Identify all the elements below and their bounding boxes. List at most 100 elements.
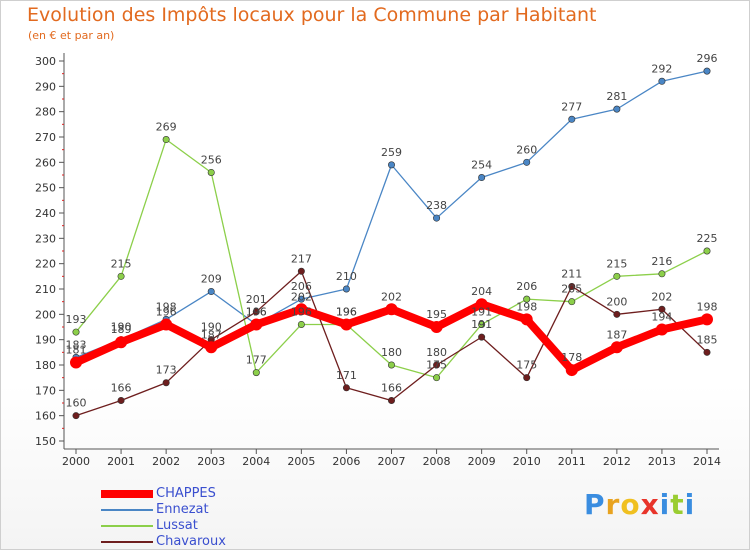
- legend-label: Lussat: [156, 518, 198, 533]
- data-label: 238: [426, 199, 447, 212]
- x-tick-label: 2004: [242, 455, 270, 468]
- legend-swatch: [101, 541, 153, 543]
- data-label: 198: [697, 300, 718, 313]
- data-point: [430, 321, 443, 333]
- logo-letter: o: [620, 488, 641, 521]
- data-point: [658, 305, 666, 313]
- data-label: 217: [291, 252, 312, 265]
- data-label: 193: [66, 313, 87, 326]
- x-tick-label: 2007: [378, 455, 406, 468]
- y-tick-label: 230: [35, 232, 56, 245]
- data-point: [613, 105, 621, 113]
- proxiti-logo: Proxiti: [584, 488, 695, 521]
- data-label: 190: [111, 321, 132, 334]
- data-label: 202: [291, 290, 312, 303]
- data-point: [478, 174, 486, 182]
- data-point: [117, 396, 125, 404]
- data-label: 215: [606, 257, 627, 270]
- data-label: 210: [336, 270, 357, 283]
- y-tick-label: 280: [35, 106, 56, 119]
- data-point: [613, 310, 621, 318]
- data-label: 173: [156, 364, 177, 377]
- x-tick-label: 2001: [107, 455, 135, 468]
- x-tick-label: 2014: [693, 455, 721, 468]
- data-point: [342, 285, 350, 293]
- data-label: 201: [246, 293, 267, 306]
- data-point: [433, 214, 441, 222]
- data-point: [475, 298, 488, 311]
- data-label: 259: [381, 146, 402, 159]
- data-point: [207, 168, 215, 176]
- data-point: [297, 295, 305, 303]
- data-label: 196: [156, 305, 177, 318]
- data-label: 196: [291, 305, 312, 318]
- data-label: 175: [426, 359, 447, 372]
- data-label: 206: [291, 280, 312, 293]
- data-point: [568, 115, 576, 123]
- data-point: [250, 318, 263, 331]
- data-point: [70, 356, 82, 369]
- logo-letter: i: [684, 488, 696, 521]
- y-tick-label: 270: [35, 131, 56, 144]
- data-label: 215: [111, 257, 132, 270]
- data-label: 296: [697, 52, 718, 65]
- data-point: [658, 270, 666, 278]
- data-label: 191: [471, 305, 492, 318]
- data-label: 194: [651, 311, 672, 324]
- data-label: 205: [561, 283, 582, 296]
- data-point: [433, 361, 441, 369]
- data-point: [613, 272, 621, 280]
- data-label: 180: [381, 346, 402, 359]
- data-point: [701, 313, 713, 326]
- data-label: 166: [381, 381, 402, 394]
- data-point: [478, 320, 486, 328]
- data-point: [205, 341, 218, 354]
- data-point: [703, 348, 711, 356]
- x-tick-label: 2011: [558, 455, 586, 468]
- data-label: 202: [651, 290, 672, 303]
- data-label: 166: [111, 381, 132, 394]
- data-label: 216: [651, 255, 672, 268]
- data-point: [297, 320, 305, 328]
- data-point: [162, 136, 170, 144]
- data-point: [207, 288, 215, 296]
- data-label: 198: [516, 300, 537, 313]
- data-label: 200: [606, 295, 627, 308]
- legend-label: Ennezat: [156, 502, 209, 517]
- legend-swatch: [101, 509, 153, 511]
- data-point: [523, 374, 531, 382]
- y-tick-label: 290: [35, 80, 56, 93]
- data-point: [703, 247, 711, 255]
- data-label: 178: [561, 351, 582, 364]
- data-point: [520, 313, 533, 326]
- legend-label: CHAPPES: [156, 486, 216, 501]
- data-point: [340, 318, 353, 331]
- x-tick-label: 2003: [197, 455, 225, 468]
- data-point: [72, 328, 80, 336]
- data-label: 292: [651, 62, 672, 75]
- legend-swatch: [101, 525, 153, 527]
- data-point: [565, 364, 578, 377]
- logo-letter: P: [584, 488, 606, 521]
- y-tick-label: 220: [35, 258, 56, 271]
- x-tick-label: 2005: [287, 455, 315, 468]
- data-label: 196: [336, 305, 357, 318]
- data-label: 202: [381, 290, 402, 303]
- data-point: [252, 369, 260, 377]
- data-label: 260: [516, 143, 537, 156]
- chart-subtitle: (en € et par an): [28, 29, 115, 42]
- data-label: 187: [201, 328, 222, 341]
- data-point: [252, 308, 260, 316]
- data-label: 196: [336, 305, 357, 318]
- data-label: 204: [471, 285, 492, 298]
- data-label: 160: [66, 397, 87, 410]
- data-point: [478, 333, 486, 341]
- y-tick-label: 240: [35, 207, 56, 220]
- data-label: 171: [336, 369, 357, 382]
- x-tick-label: 2002: [152, 455, 180, 468]
- data-label: 256: [201, 153, 222, 166]
- data-label: 183: [66, 338, 87, 351]
- data-label: 209: [201, 273, 222, 286]
- y-tick-label: 250: [35, 182, 56, 195]
